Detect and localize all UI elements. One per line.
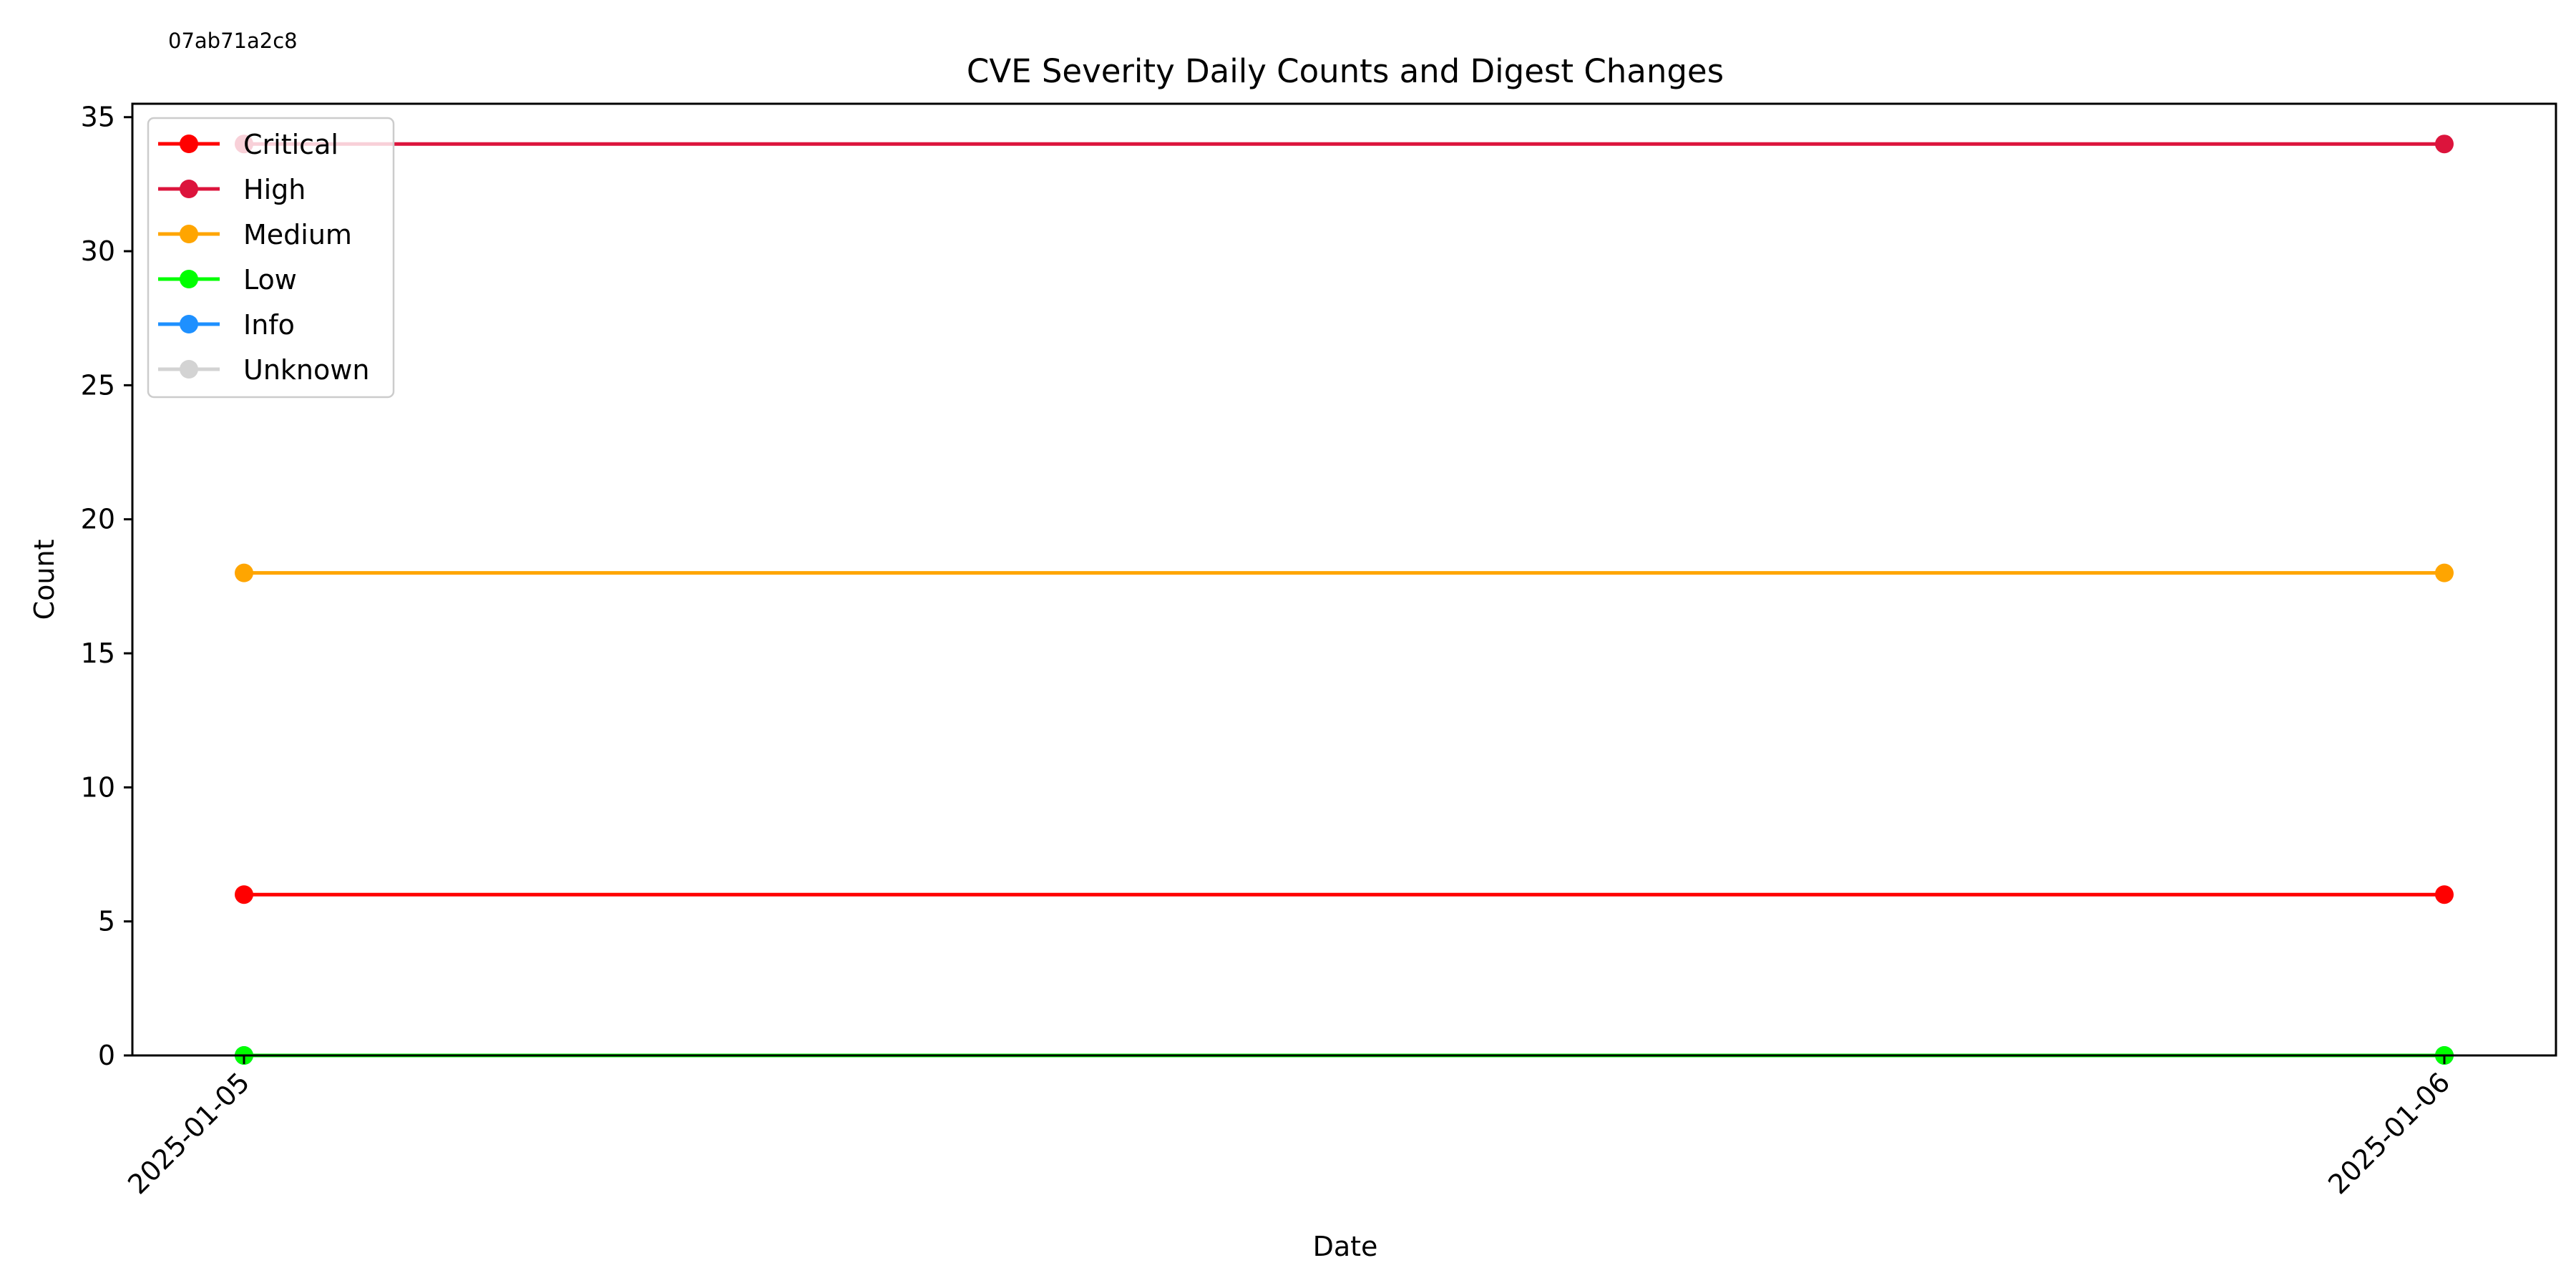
legend-marker bbox=[180, 315, 198, 333]
y-tick-label: 15 bbox=[81, 638, 115, 669]
y-axis: 0 5 10 15 20 25 30 35 bbox=[81, 102, 132, 1071]
data-point-medium bbox=[2435, 563, 2454, 582]
y-tick-label: 25 bbox=[81, 369, 115, 401]
y-tick-label: 0 bbox=[98, 1040, 115, 1071]
y-tick-label: 10 bbox=[81, 771, 115, 803]
y-tick-label: 20 bbox=[81, 504, 115, 535]
legend-marker bbox=[180, 135, 198, 153]
series-medium bbox=[235, 563, 2454, 582]
y-tick-label: 5 bbox=[98, 906, 115, 937]
series-critical bbox=[235, 885, 2454, 904]
legend-item-high: High bbox=[158, 174, 306, 205]
legend-label-critical: Critical bbox=[243, 129, 338, 160]
y-tick-label: 30 bbox=[81, 235, 115, 267]
data-point-high bbox=[2435, 135, 2454, 154]
legend: Critical High Medium Low Info Unknown bbox=[147, 117, 395, 399]
legend-item-info: Info bbox=[158, 309, 295, 341]
legend-label-high: High bbox=[243, 174, 306, 205]
legend-label-low: Low bbox=[243, 264, 297, 296]
y-tick-label: 35 bbox=[81, 102, 115, 133]
y-axis-label: Count bbox=[29, 540, 60, 620]
data-point-critical bbox=[235, 885, 253, 904]
legend-item-critical: Critical bbox=[158, 129, 338, 160]
legend-label-unknown: Unknown bbox=[243, 354, 369, 386]
legend-item-medium: Medium bbox=[158, 219, 352, 250]
legend-label-info: Info bbox=[243, 309, 295, 341]
legend-marker bbox=[180, 270, 198, 288]
legend-marker bbox=[180, 360, 198, 379]
legend-label-medium: Medium bbox=[243, 219, 352, 250]
legend-item-unknown: Unknown bbox=[158, 354, 369, 386]
digest-label: 07ab71a2c8 bbox=[168, 29, 298, 53]
legend-item-low: Low bbox=[158, 264, 297, 296]
plot-frame bbox=[131, 102, 2557, 1057]
x-axis-label: Date bbox=[1313, 1231, 1378, 1262]
data-point-medium bbox=[235, 563, 253, 582]
legend-marker bbox=[180, 180, 198, 198]
data-point-critical bbox=[2435, 885, 2454, 904]
legend-marker bbox=[180, 225, 198, 243]
chart-title: CVE Severity Daily Counts and Digest Cha… bbox=[967, 52, 1724, 90]
